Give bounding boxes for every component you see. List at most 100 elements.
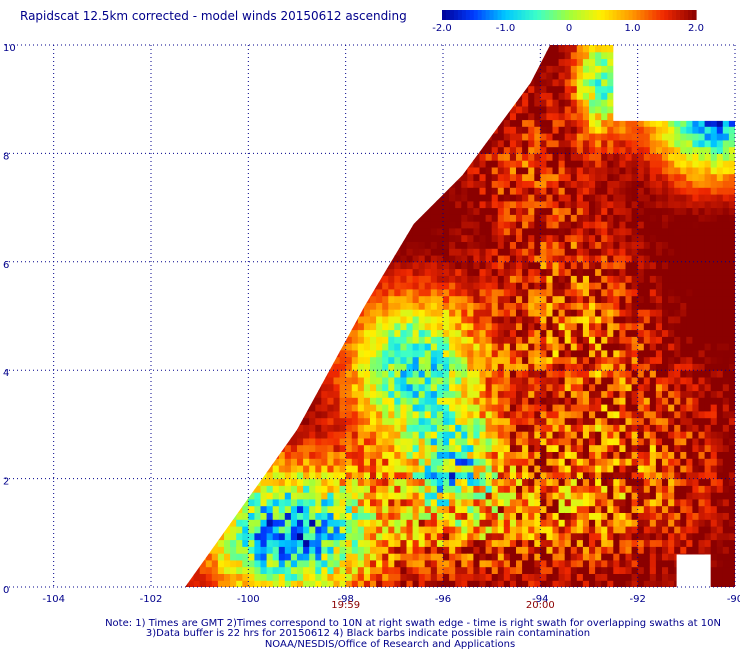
heatmap-cell	[370, 492, 377, 500]
heatmap-cell	[412, 505, 420, 513]
heatmap-cell	[509, 214, 517, 222]
heatmap-cell	[199, 126, 207, 134]
heatmap-cell	[455, 173, 462, 181]
heatmap-cell	[418, 85, 426, 93]
heatmap-cell	[363, 458, 371, 466]
heatmap-cell	[467, 126, 474, 134]
heatmap-cell	[303, 241, 310, 249]
heatmap-cell	[406, 316, 414, 324]
heatmap-cell	[485, 139, 493, 148]
heatmap-cell	[309, 404, 316, 412]
heatmap-cell	[497, 106, 505, 114]
heatmap-cell	[199, 539, 207, 547]
heatmap-cell	[224, 322, 231, 331]
heatmap-cell	[528, 485, 535, 493]
heatmap-cell	[388, 180, 395, 188]
heatmap-cell	[224, 275, 231, 283]
heatmap-cell	[278, 268, 286, 276]
heatmap-cell	[315, 519, 322, 527]
heatmap-cell	[503, 241, 511, 249]
heatmap-cell	[467, 227, 474, 236]
heatmap-cell	[430, 316, 438, 324]
heatmap-cell	[370, 539, 377, 547]
heatmap-cell	[461, 255, 468, 263]
heatmap-cell	[185, 492, 188, 500]
heatmap-cell	[290, 363, 298, 371]
heatmap-cell	[260, 65, 268, 73]
heatmap-cell	[430, 146, 438, 154]
heatmap-cell	[254, 58, 261, 66]
heatmap-cell	[351, 255, 359, 263]
heatmap-cell	[382, 207, 389, 215]
heatmap-cell	[266, 417, 274, 425]
heatmap-cell	[497, 546, 505, 554]
heatmap-cell	[424, 166, 432, 175]
heatmap-cell	[406, 580, 414, 587]
heatmap-cell	[266, 458, 274, 466]
heatmap-cell	[461, 498, 468, 507]
heatmap-cell	[266, 485, 274, 493]
heatmap-cell	[303, 106, 310, 114]
heatmap-cell	[406, 194, 414, 202]
colorbar-labels: -2.0 -1.0 0 1.0 2.0	[432, 23, 704, 34]
heatmap-cell	[461, 322, 468, 331]
heatmap-cell	[540, 112, 547, 121]
heatmap-cell	[436, 559, 444, 568]
heatmap-cell	[479, 119, 487, 127]
heatmap-cell	[522, 78, 529, 87]
heatmap-cell	[418, 119, 426, 127]
heatmap-cell	[449, 248, 456, 256]
heatmap-cell	[491, 295, 499, 303]
heatmap-cell	[345, 295, 353, 303]
heatmap-cell	[528, 437, 535, 446]
heatmap-cell	[546, 275, 553, 283]
heatmap-cell	[248, 146, 255, 154]
heatmap-cell	[400, 458, 407, 466]
heatmap-cell	[509, 437, 517, 446]
heatmap-cell	[461, 444, 468, 452]
heatmap-cell	[546, 370, 553, 378]
heatmap-cell	[534, 133, 541, 141]
heatmap-cell	[424, 45, 432, 53]
colorbar-segment	[596, 10, 602, 20]
heatmap-cell	[436, 573, 444, 581]
heatmap-cell	[370, 485, 377, 493]
heatmap-cell	[339, 302, 347, 310]
heatmap-cell	[430, 519, 438, 527]
heatmap-cell	[528, 51, 535, 60]
heatmap-cell	[382, 526, 389, 534]
heatmap-cell	[467, 112, 474, 121]
heatmap-cell	[327, 180, 334, 188]
heatmap-cell	[430, 180, 438, 188]
heatmap-cell	[217, 363, 225, 371]
heatmap-cell	[467, 316, 474, 324]
heatmap-cell	[175, 445, 182, 452]
heatmap-cell	[242, 526, 249, 534]
heatmap-cell	[382, 78, 389, 87]
heatmap-cell	[370, 227, 377, 236]
heatmap-cell	[321, 153, 328, 161]
heatmap-cell	[503, 519, 511, 527]
heatmap-cell	[455, 397, 462, 405]
heatmap-cell	[297, 261, 304, 270]
heatmap-cell	[175, 560, 182, 567]
heatmap-cell	[278, 410, 286, 419]
heatmap-cell	[400, 417, 407, 425]
heatmap-cell	[516, 282, 523, 290]
heatmap-cell	[491, 255, 499, 263]
heatmap-cell	[376, 282, 383, 290]
heatmap-cell	[363, 99, 371, 107]
heatmap-cell	[491, 112, 499, 121]
heatmap-cell	[266, 566, 274, 574]
heatmap-cell	[303, 173, 310, 181]
heatmap-cell	[272, 268, 280, 276]
heatmap-cell	[534, 268, 541, 276]
heatmap-cell	[382, 112, 389, 121]
heatmap-cell	[297, 383, 304, 392]
heatmap-cell	[363, 180, 371, 188]
heatmap-cell	[278, 194, 286, 202]
heatmap-cell	[363, 166, 371, 175]
colorbar-segment	[668, 10, 673, 20]
heatmap-cell	[266, 288, 274, 297]
heatmap-cell	[546, 383, 553, 392]
